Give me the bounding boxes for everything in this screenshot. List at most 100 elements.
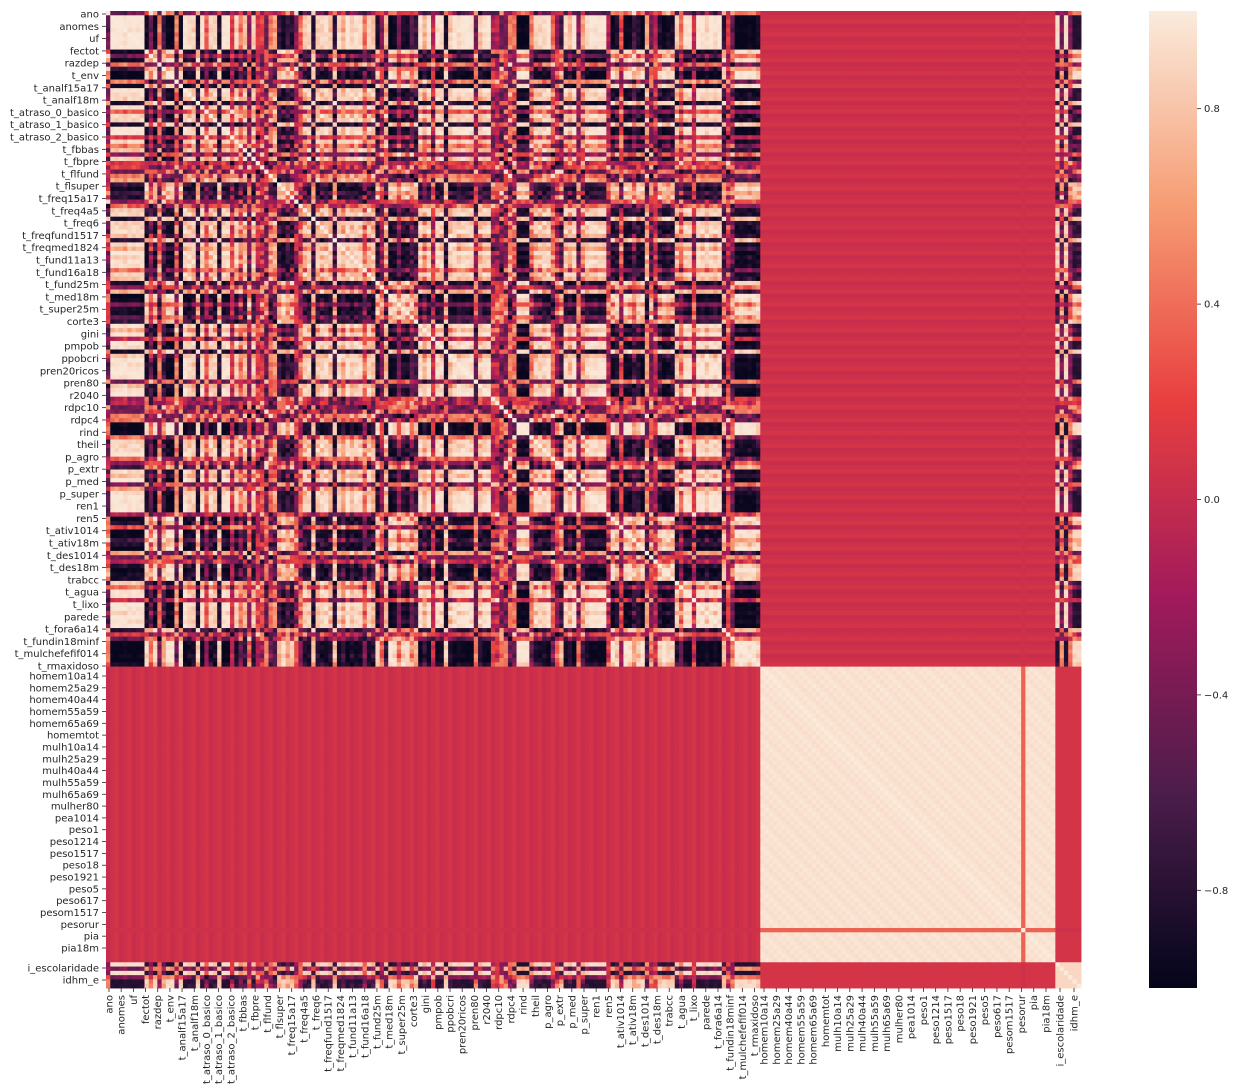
heatmap-cell [850,37,855,42]
heatmap-cell [517,45,522,50]
heatmap-cell [495,37,500,42]
heatmap-cell [854,32,859,37]
heatmap-cell [427,37,432,42]
heatmap-cell [794,20,799,25]
heatmap-cell [324,71,329,76]
heatmap-cell [619,15,624,20]
heatmap-cell [149,24,154,29]
heatmap-cell [606,24,611,29]
heatmap-cell [782,32,787,37]
heatmap-cell [564,37,569,42]
heatmap-cell [978,32,983,37]
heatmap-cell [418,37,423,42]
heatmap-cell [106,54,111,59]
heatmap-cell [940,28,945,33]
heatmap-cell [431,54,436,59]
heatmap-cell [209,67,214,72]
heatmap-cell [226,71,231,76]
heatmap-cell [901,75,906,80]
heatmap-cell [628,54,633,59]
heatmap-cell [277,37,282,42]
heatmap-cell [559,24,564,29]
heatmap-cell [713,75,718,80]
heatmap-cell [1060,37,1065,42]
heatmap-cell [260,45,265,50]
heatmap-cell [277,45,282,50]
heatmap-cell [170,37,175,42]
heatmap-cell [931,28,936,33]
heatmap-cell [970,58,975,63]
heatmap-cell [144,67,149,72]
heatmap-cell [1077,75,1082,80]
heatmap-cell [726,54,731,59]
heatmap-cell [743,71,748,76]
heatmap-cell [469,80,474,85]
heatmap-cell [542,32,547,37]
heatmap-cell [529,11,534,16]
heatmap-cell [495,45,500,50]
heatmap-cell [465,15,470,20]
heatmap-cell [919,32,924,37]
heatmap-cell [1017,32,1022,37]
heatmap-cell [919,75,924,80]
heatmap-cell [786,32,791,37]
heatmap-cell [970,62,975,67]
heatmap-cell [345,58,350,63]
heatmap-cell [427,67,432,72]
heatmap-cell [499,20,504,25]
heatmap-cell [196,15,201,20]
heatmap-cell [324,41,329,46]
heatmap-cell [499,15,504,20]
heatmap-cell [777,45,782,50]
heatmap-cell [435,41,440,46]
heatmap-cell [209,50,214,55]
heatmap-cell [123,80,128,85]
heatmap-cell [679,11,684,16]
heatmap-cell [260,80,265,85]
heatmap-cell [435,75,440,80]
heatmap-cell [1038,62,1043,67]
heatmap-cell [529,71,534,76]
heatmap-cell [495,71,500,76]
heatmap-cell [1064,11,1069,16]
heatmap-cell [504,67,509,72]
heatmap-cell [927,32,932,37]
heatmap-cell [397,71,402,76]
heatmap-cell [264,11,269,16]
heatmap-cell [970,28,975,33]
heatmap-cell [820,15,825,20]
heatmap-cell [521,32,526,37]
heatmap-cell [546,11,551,16]
heatmap-cell [919,67,924,72]
heatmap-cell [371,41,376,46]
heatmap-cell [773,50,778,55]
heatmap-cell [410,67,415,72]
heatmap-cell [174,67,179,72]
heatmap-cell [162,24,167,29]
heatmap-cell [354,28,359,33]
heatmap-cell [884,37,889,42]
heatmap-cell [504,32,509,37]
heatmap-cell [957,71,962,76]
heatmap-cell [893,67,898,72]
heatmap-cell [906,71,911,76]
heatmap-cell [782,20,787,25]
heatmap-cell [422,20,427,25]
heatmap-cell [978,71,983,76]
heatmap-cell [953,11,958,16]
heatmap-cell [914,75,919,80]
heatmap-cell [200,75,205,80]
heatmap-cell [341,75,346,80]
heatmap-cell [1043,58,1048,63]
heatmap-cell [1060,32,1065,37]
heatmap-cell [709,41,714,46]
heatmap-cell [1064,15,1069,20]
heatmap-cell [482,67,487,72]
heatmap-cell [995,20,1000,25]
heatmap-cell [906,32,911,37]
heatmap-cell [589,41,594,46]
heatmap-cell [983,71,988,76]
heatmap-cell [405,24,410,29]
heatmap-cell [572,37,577,42]
heatmap-cell [316,24,321,29]
